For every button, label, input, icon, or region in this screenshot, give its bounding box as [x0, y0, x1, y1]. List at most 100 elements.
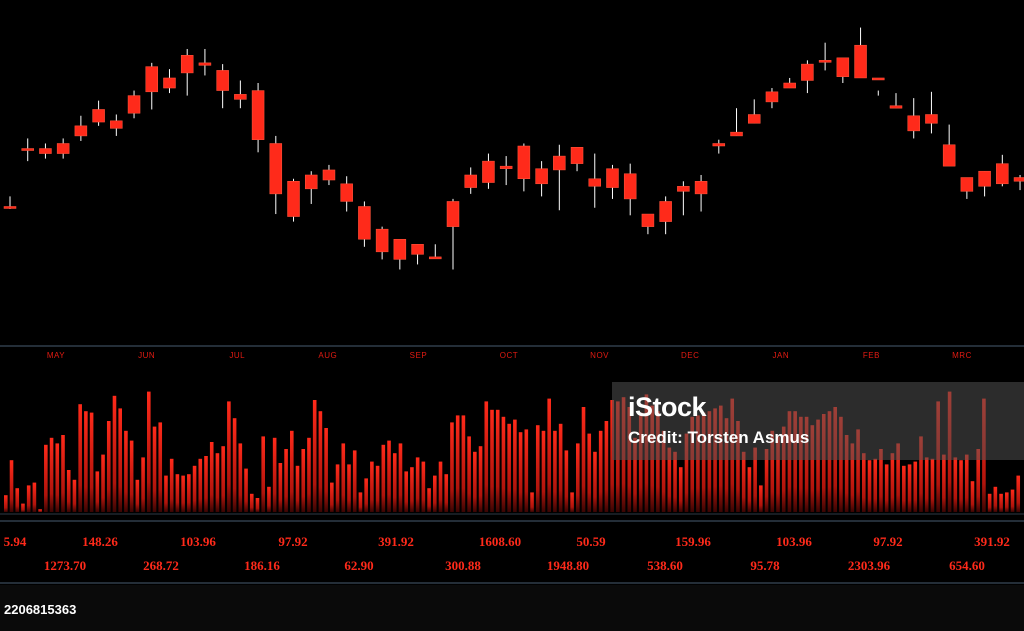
volume-bar	[9, 460, 14, 512]
candle-body	[145, 66, 159, 93]
month-tick-label: JUN	[138, 351, 155, 360]
candle-body	[606, 168, 619, 188]
month-tick-label: MRC	[952, 351, 972, 360]
volume-bar	[667, 447, 672, 512]
candle-body	[304, 174, 318, 190]
candle-body	[553, 155, 566, 171]
candle-body	[818, 60, 832, 63]
volume-bar	[959, 460, 963, 512]
volume-bar	[238, 443, 243, 512]
volume-bar	[661, 430, 666, 512]
volume-bar	[724, 418, 729, 512]
volume-bar	[787, 411, 792, 512]
candle-body	[287, 181, 300, 217]
candle-body	[694, 181, 708, 195]
candle-body	[765, 91, 779, 103]
volume-bar	[312, 400, 317, 512]
volume-bar	[976, 449, 980, 512]
volume-bar	[295, 465, 300, 512]
volume-bar	[169, 458, 174, 512]
candle-body	[358, 206, 371, 240]
volume-bar	[410, 467, 414, 512]
candle-body	[730, 131, 743, 137]
volume-bar	[95, 471, 100, 512]
volume-bar	[924, 457, 929, 512]
volume-bar	[547, 398, 551, 512]
candle-body	[517, 145, 531, 180]
volume-bar	[827, 411, 832, 512]
month-tick-label: SEP	[410, 351, 428, 360]
candle-body	[907, 115, 920, 132]
volume-bar	[450, 422, 454, 512]
volume-bar	[284, 449, 288, 512]
price-label: 97.92	[278, 534, 307, 549]
candle-body	[659, 201, 672, 222]
volume-bar	[330, 482, 334, 512]
volume-bar	[249, 493, 254, 512]
volume-bar	[164, 475, 168, 512]
volume-bar	[1005, 492, 1009, 512]
volume-bar	[467, 436, 471, 512]
volume-bar	[221, 446, 225, 512]
candle-body	[942, 144, 956, 167]
volume-bar	[696, 415, 700, 512]
volume-bar	[513, 419, 517, 512]
volume-bar	[61, 435, 65, 512]
volume-bar	[673, 451, 677, 512]
volume-bar	[541, 430, 546, 512]
volume-bar	[38, 509, 42, 512]
volume-bar	[564, 450, 569, 512]
volume-bar	[902, 465, 906, 512]
volume-bar	[713, 408, 717, 512]
candle-body	[269, 143, 283, 195]
volume-bar	[535, 425, 540, 512]
candle-body	[570, 147, 584, 164]
month-tick-label: NOV	[590, 351, 609, 360]
volume-bar	[747, 467, 752, 512]
volume-bar	[438, 461, 443, 512]
volume-bar	[999, 493, 1003, 512]
candle-body	[854, 44, 867, 79]
candle-body	[429, 256, 442, 260]
candle-body	[925, 114, 938, 124]
volume-bar	[152, 426, 157, 512]
candle-body	[216, 70, 229, 91]
volume-bar	[433, 475, 437, 512]
volume-bar	[278, 463, 283, 512]
volume-bar	[816, 419, 820, 512]
volume-bar	[72, 479, 77, 512]
candle-body	[110, 120, 123, 129]
volume-bar	[4, 495, 8, 512]
price-label: 391.92	[974, 534, 1010, 549]
volume-bar	[993, 486, 998, 512]
volume-bar	[919, 436, 923, 512]
price-label: 103.96	[776, 534, 812, 549]
volume-bar	[879, 449, 883, 512]
volume-bar	[518, 432, 523, 512]
candle-body	[677, 186, 690, 192]
price-label: 103.96	[180, 534, 216, 549]
volume-bar	[638, 412, 643, 512]
volume-bar	[341, 443, 346, 512]
volume-bar	[953, 457, 958, 512]
volume-bar	[49, 437, 54, 512]
candle-body	[482, 160, 495, 183]
price-label: 62.90	[344, 558, 373, 573]
volume-bar	[867, 460, 872, 512]
watermark-banner	[612, 382, 1024, 460]
price-label: 159.96	[675, 534, 711, 549]
volume-bar	[392, 453, 397, 512]
volume-bar	[862, 453, 866, 512]
candle-body	[801, 63, 814, 81]
volume-bar	[55, 443, 60, 512]
candle-body	[39, 148, 52, 154]
footer-band	[0, 585, 1024, 631]
volume-bar	[455, 415, 460, 512]
volume-bar	[141, 457, 145, 512]
volume-bar	[793, 411, 797, 512]
volume-bar	[753, 447, 757, 512]
month-tick-label: DEC	[681, 351, 699, 360]
volume-bar	[478, 446, 483, 512]
volume-bar	[553, 430, 557, 512]
image-id: 2206815363	[4, 602, 77, 617]
